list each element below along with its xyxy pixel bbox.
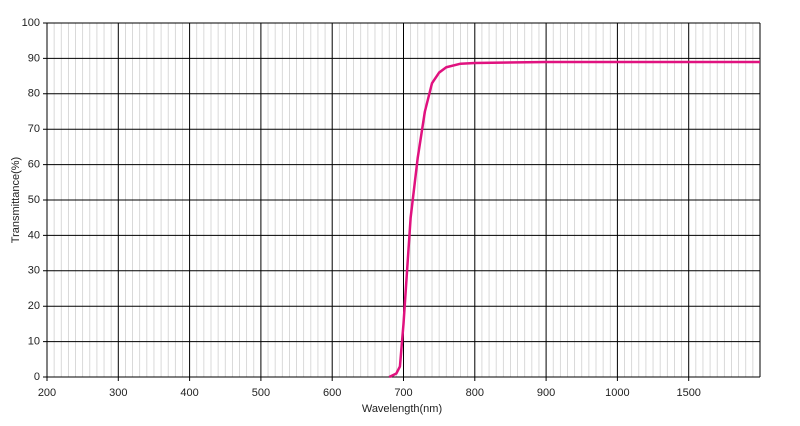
y-tick-label: 0 <box>34 371 40 383</box>
x-tick-label: 1500 <box>676 387 700 399</box>
y-tick-label: 60 <box>28 159 40 171</box>
x-tick-label: 200 <box>38 387 56 399</box>
x-axis-label: Wavelength(nm) <box>362 403 442 415</box>
data-line <box>388 60 760 379</box>
x-tick-label: 400 <box>180 387 198 399</box>
y-tick-label: 10 <box>28 336 40 348</box>
y-tick-label: 50 <box>28 194 40 206</box>
y-tick-label: 20 <box>28 300 40 312</box>
x-tick-label: 900 <box>537 387 555 399</box>
y-axis-label: Transmittance(%) <box>10 157 22 243</box>
y-tick-label: 30 <box>28 265 40 277</box>
x-tick-label: 600 <box>323 387 341 399</box>
x-tick-label: 1000 <box>605 387 629 399</box>
y-tick-label: 70 <box>28 123 40 135</box>
y-tick-label: 90 <box>28 52 40 64</box>
y-tick-label: 40 <box>28 229 40 241</box>
x-tick-label: 500 <box>252 387 270 399</box>
y-tick-label: 100 <box>22 17 40 29</box>
x-tick-label: 800 <box>466 387 484 399</box>
y-tick-label: 80 <box>28 88 40 100</box>
x-tick-label: 700 <box>394 387 412 399</box>
x-tick-label: 300 <box>109 387 127 399</box>
